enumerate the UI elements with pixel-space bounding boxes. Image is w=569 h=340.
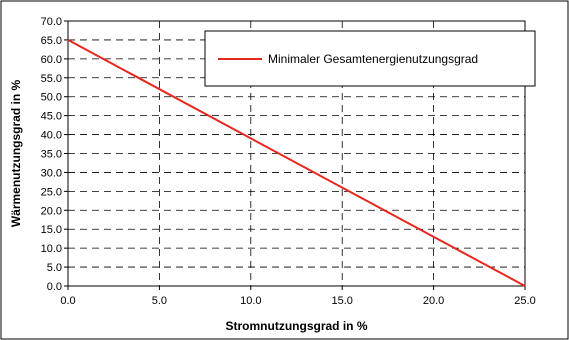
y-tick-label: 5.0 [47,262,62,274]
x-tick-label: 10.0 [240,295,261,307]
y-tick-label: 50.0 [41,92,62,104]
y-tick-label: 35.0 [41,149,62,161]
y-tick-label: 40.0 [41,130,62,142]
legend: Minimaler Gesamtenergienutzungsgrad [204,30,536,87]
x-tick-label: 25.0 [514,295,535,307]
y-tick-label: 25.0 [41,186,62,198]
x-tick-label: 5.0 [152,295,167,307]
y-tick-label: 30.0 [41,167,62,179]
y-tick-label: 10.0 [41,243,62,255]
y-tick-label: 55.0 [41,73,62,85]
y-tick-label: 70.0 [41,16,62,28]
y-tick-label: 0.0 [47,281,62,293]
legend-label-minimaler-gesamtenergienutzungsgrad: Minimaler Gesamtenergienutzungsgrad [268,52,478,66]
x-tick-label: 0.0 [60,295,75,307]
y-axis-title: Wärmenutzungsgrad in % [9,80,23,228]
x-axis-title: Stromnutzungsgrad in % [226,319,368,333]
y-tick-label: 65.0 [41,35,62,47]
y-tick-label: 60.0 [41,54,62,66]
y-tick-label: 45.0 [41,111,62,123]
y-axis-ticks: 0.0 5.0 10.0 15.0 20.0 25.0 30.0 35.0 40.0 45.0 50… [41,16,68,293]
y-tick-label: 20.0 [41,205,62,217]
series-layer [67,39,526,287]
x-tick-label: 20.0 [423,295,444,307]
y-tick-label: 15.0 [41,224,62,236]
x-axis-ticks: 0.0 5.0 10.0 15.0 20.0 25.0 [60,286,536,307]
x-tick-label: 15.0 [331,295,352,307]
series-line-0 [67,39,526,287]
